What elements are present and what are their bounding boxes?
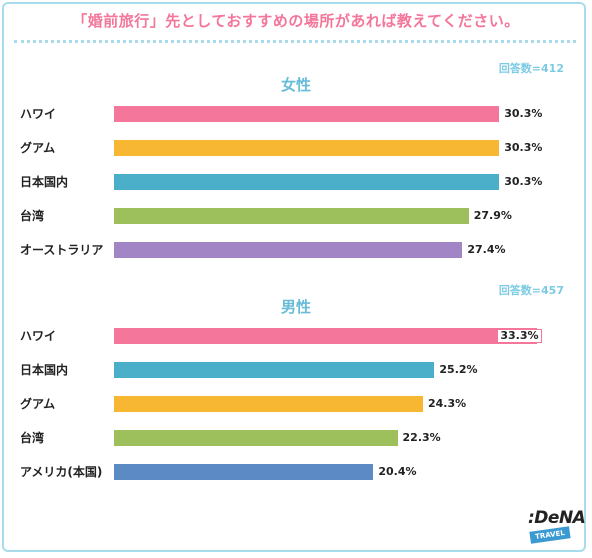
category-label: ハワイ (20, 329, 57, 343)
value-label: 30.3% (504, 107, 543, 120)
value-label: 24.3% (427, 397, 467, 410)
category-label: アメリカ(本国) (20, 465, 103, 479)
value-label: 30.3% (504, 175, 543, 188)
bar (114, 208, 469, 224)
bar (114, 396, 423, 412)
value-label: 30.3% (504, 141, 543, 154)
bar (114, 140, 500, 156)
bar (114, 464, 374, 480)
panel-title: 女性 (280, 76, 311, 94)
value-label: 22.3% (402, 431, 441, 444)
logo-name: :DeNA (528, 508, 586, 528)
value-label: 20.4% (378, 465, 417, 478)
dena-travel-logo: :DeNA TRAVEL (526, 508, 586, 544)
bar (114, 328, 538, 344)
respondent-count: 回答数=412 (498, 62, 564, 75)
chart-frame (2, 2, 586, 552)
logo-tag: TRAVEL (529, 526, 571, 544)
value-label: 33.3% (497, 329, 542, 343)
value-label: 25.2% (439, 363, 478, 376)
panel-title: 男性 (280, 298, 311, 316)
value-label: 27.4% (467, 243, 506, 256)
bar (114, 106, 500, 122)
category-label: 日本国内 (20, 363, 69, 377)
title-divider (14, 40, 576, 43)
category-label: グアム (20, 141, 56, 155)
category-label: 日本国内 (20, 175, 69, 189)
category-label: ハワイ (20, 107, 57, 121)
respondent-count: 回答数=457 (498, 284, 564, 297)
value-label: 27.9% (473, 209, 512, 222)
category-label: 台湾 (20, 431, 45, 445)
category-label: グアム (20, 397, 56, 411)
bar (114, 174, 500, 190)
chart-title: 「婚前旅行」先としておすすめの場所があれば教えてください。 (72, 12, 520, 30)
category-label: オーストラリア (20, 243, 104, 257)
bar (114, 362, 435, 378)
bar (114, 430, 398, 446)
category-label: 台湾 (20, 209, 45, 223)
bar (114, 242, 463, 258)
